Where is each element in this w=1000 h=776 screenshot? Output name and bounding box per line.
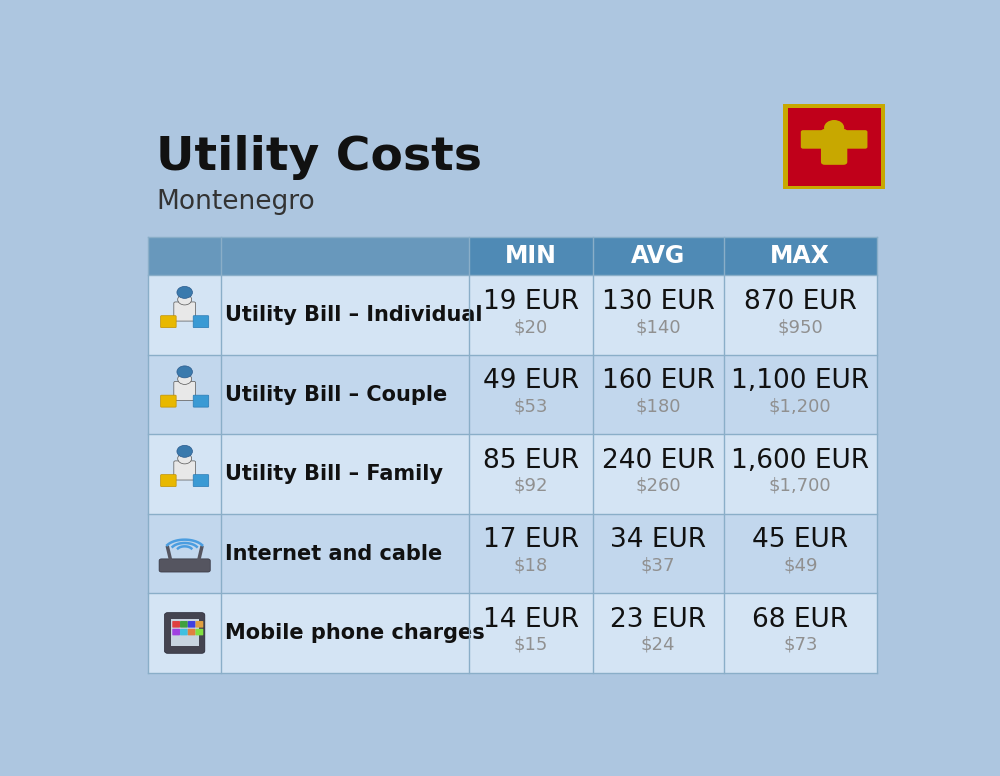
FancyBboxPatch shape — [196, 629, 203, 636]
Text: $140: $140 — [635, 318, 681, 336]
FancyBboxPatch shape — [193, 395, 209, 407]
Text: Utility Bill – Couple: Utility Bill – Couple — [225, 385, 447, 404]
Text: Internet and cable: Internet and cable — [225, 543, 442, 563]
FancyBboxPatch shape — [148, 237, 877, 275]
Text: $1,200: $1,200 — [769, 397, 832, 415]
FancyBboxPatch shape — [188, 621, 196, 628]
FancyBboxPatch shape — [172, 629, 180, 636]
Text: $260: $260 — [635, 477, 681, 495]
Text: 85 EUR: 85 EUR — [483, 448, 579, 474]
FancyBboxPatch shape — [196, 621, 203, 628]
Circle shape — [178, 294, 192, 305]
FancyBboxPatch shape — [174, 302, 196, 321]
FancyBboxPatch shape — [171, 618, 199, 646]
Circle shape — [824, 120, 844, 136]
FancyBboxPatch shape — [180, 621, 188, 628]
Circle shape — [178, 453, 192, 464]
Text: 1,600 EUR: 1,600 EUR — [731, 448, 869, 474]
Text: $92: $92 — [513, 477, 548, 495]
Circle shape — [177, 286, 192, 298]
Circle shape — [177, 445, 192, 457]
Text: 23 EUR: 23 EUR — [610, 607, 706, 633]
Text: 34 EUR: 34 EUR — [610, 528, 706, 553]
Text: $1,700: $1,700 — [769, 477, 832, 495]
Text: 68 EUR: 68 EUR — [752, 607, 848, 633]
FancyBboxPatch shape — [161, 395, 176, 407]
FancyBboxPatch shape — [161, 475, 176, 487]
FancyBboxPatch shape — [159, 559, 210, 572]
Circle shape — [178, 374, 192, 384]
Text: 19 EUR: 19 EUR — [483, 289, 579, 315]
FancyBboxPatch shape — [148, 593, 877, 673]
FancyBboxPatch shape — [165, 613, 205, 653]
FancyBboxPatch shape — [148, 514, 877, 593]
FancyBboxPatch shape — [188, 629, 196, 636]
Text: 160 EUR: 160 EUR — [602, 369, 715, 394]
FancyBboxPatch shape — [841, 130, 867, 149]
FancyBboxPatch shape — [821, 129, 847, 165]
FancyBboxPatch shape — [180, 629, 188, 636]
FancyBboxPatch shape — [193, 475, 209, 487]
FancyBboxPatch shape — [193, 316, 209, 327]
Text: 130 EUR: 130 EUR — [602, 289, 715, 315]
Text: 1,100 EUR: 1,100 EUR — [731, 369, 869, 394]
FancyBboxPatch shape — [788, 108, 881, 185]
Text: AVG: AVG — [631, 244, 685, 268]
Text: Utility Costs: Utility Costs — [156, 135, 482, 180]
Text: Utility Bill – Individual: Utility Bill – Individual — [225, 305, 482, 325]
Circle shape — [177, 366, 192, 378]
Text: $24: $24 — [641, 636, 675, 654]
Text: 14 EUR: 14 EUR — [483, 607, 579, 633]
Text: Utility Bill – Family: Utility Bill – Family — [225, 464, 443, 484]
FancyBboxPatch shape — [148, 275, 877, 355]
FancyBboxPatch shape — [148, 237, 469, 275]
Text: MAX: MAX — [770, 244, 830, 268]
Text: 17 EUR: 17 EUR — [483, 528, 579, 553]
FancyBboxPatch shape — [148, 435, 877, 514]
FancyBboxPatch shape — [161, 316, 176, 327]
FancyBboxPatch shape — [174, 382, 196, 400]
Text: 49 EUR: 49 EUR — [483, 369, 579, 394]
Text: $49: $49 — [783, 556, 818, 574]
FancyBboxPatch shape — [801, 130, 827, 149]
Text: 240 EUR: 240 EUR — [602, 448, 715, 474]
Text: 45 EUR: 45 EUR — [752, 528, 848, 553]
Text: Montenegro: Montenegro — [156, 189, 315, 215]
Text: Mobile phone charges: Mobile phone charges — [225, 623, 485, 643]
FancyBboxPatch shape — [174, 461, 196, 480]
FancyBboxPatch shape — [172, 621, 180, 628]
Text: $180: $180 — [635, 397, 681, 415]
Text: $37: $37 — [641, 556, 675, 574]
Text: $950: $950 — [777, 318, 823, 336]
Text: 870 EUR: 870 EUR — [744, 289, 857, 315]
Text: $18: $18 — [514, 556, 548, 574]
FancyBboxPatch shape — [148, 355, 877, 435]
Text: MIN: MIN — [505, 244, 557, 268]
FancyBboxPatch shape — [783, 105, 885, 189]
Text: $53: $53 — [513, 397, 548, 415]
Text: $73: $73 — [783, 636, 818, 654]
Text: $15: $15 — [514, 636, 548, 654]
Text: $20: $20 — [514, 318, 548, 336]
